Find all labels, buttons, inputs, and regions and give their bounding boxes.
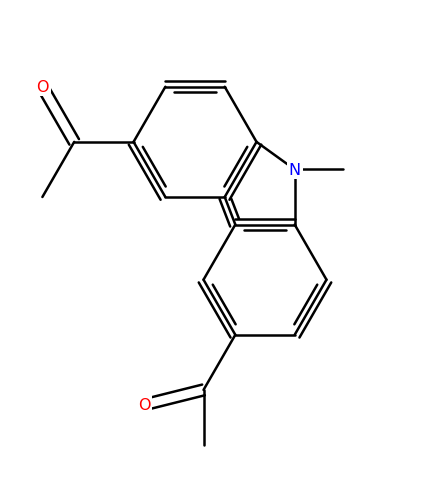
Text: O: O [138,397,151,412]
Text: N: N [289,163,301,177]
Text: O: O [36,80,49,95]
